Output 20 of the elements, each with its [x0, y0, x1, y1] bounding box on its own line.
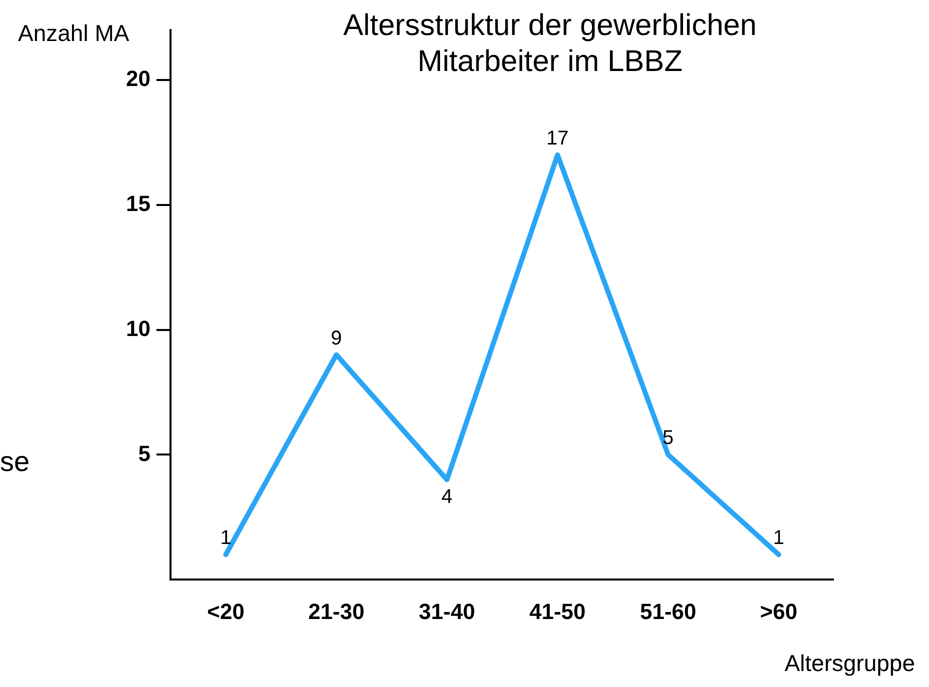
- data-label: 4: [441, 486, 453, 508]
- x-tick-label: >60: [760, 598, 798, 624]
- data-label: 1: [220, 527, 232, 550]
- data-label: 5: [662, 427, 674, 450]
- data-label: 9: [330, 327, 342, 350]
- y-tick-label: 15: [126, 190, 150, 216]
- chart-title: Altersstruktur der gewerblichen Mitarbeiter im LBBZ: [342, 8, 758, 80]
- y-tick-label: 20: [126, 66, 150, 92]
- data-label: 1: [773, 527, 784, 550]
- y-axis-title: Anzahl MA: [18, 20, 130, 47]
- x-tick-label: 41-50: [529, 598, 586, 624]
- text: se: [0, 446, 30, 478]
- x-tick-label: 21-30: [308, 598, 364, 624]
- x-tick-label: 51-60: [640, 598, 696, 624]
- x-tick-label: <20: [207, 598, 244, 624]
- y-tick-label: 10: [126, 316, 150, 341]
- x-tick-label: 31-40: [418, 598, 476, 624]
- x-axis-title: Altersgruppe: [784, 650, 915, 677]
- y-tick-label: 5: [138, 440, 150, 466]
- data-label: 17: [546, 127, 569, 150]
